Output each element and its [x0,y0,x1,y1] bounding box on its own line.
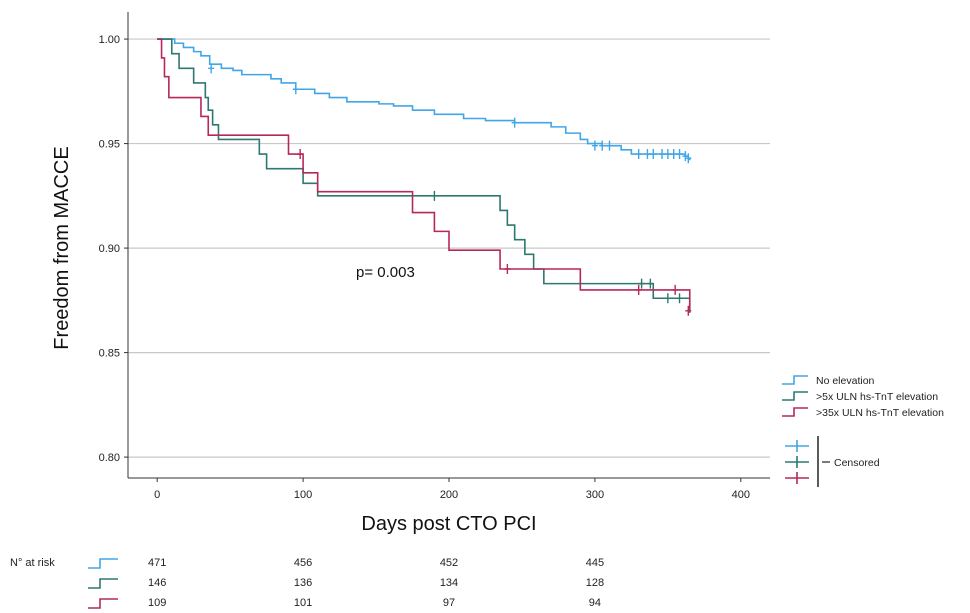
survival-curves [157,38,691,313]
censor-mark [685,153,692,164]
censor-mark [659,149,666,160]
at-risk-count: 146 [148,577,166,589]
censor-mark [647,278,654,289]
censor-mark [664,149,671,160]
y-tick-label: 1.00 [99,34,120,46]
y-tick-label: 0.80 [99,452,120,464]
at-risk-count: 97 [443,597,455,609]
legend-label: >35x ULN hs-TnT elevation [816,407,944,419]
x-tick-label: 0 [154,489,160,501]
censor-mark [650,149,657,160]
y-tick-label: 0.90 [99,243,120,255]
at-risk-swatch [88,558,118,569]
at-risk-count: 136 [294,577,312,589]
at-risk-swatch [88,598,118,609]
curve-series-2 [157,38,691,313]
censor-mark [682,151,689,162]
at-risk-count: 471 [148,557,166,569]
censor-mark [591,140,598,151]
legend-censored-label: Censored [834,457,880,469]
censor-mark [676,149,683,160]
censor-mark [670,149,677,160]
at-risk-count: 134 [440,577,458,589]
censor-mark [676,293,683,304]
censor-mark [672,284,679,295]
legend-label: >5x ULN hs-TnT elevation [816,391,938,403]
at-risk-count: 94 [589,597,601,609]
y-tick-label: 0.95 [99,139,120,151]
at-risk-label: N° at risk [10,557,55,569]
censor-marks [208,63,692,316]
legend-censor-swatch [785,472,809,484]
censor-mark [664,293,671,304]
x-tick-label: 300 [586,489,604,501]
censor-mark [208,63,215,74]
y-tick-labels: 1.00 0.95 0.90 0.85 0.80 [99,34,120,464]
censor-mark [635,149,642,160]
censor-mark [431,190,438,201]
censor-mark [297,149,304,160]
curve-series-3 [157,38,691,311]
x-tick-labels: 0 100 200 300 400 [154,489,750,501]
at-risk-swatch [88,578,118,589]
legend-swatch [782,375,808,385]
axes [124,12,770,482]
censor-mark [685,305,692,316]
x-tick-label: 100 [294,489,312,501]
legend: No elevation >5x ULN hs-TnT elevation >35x… [782,375,944,487]
y-axis-label: Freedom from MACCE [51,146,73,349]
legend-censor-swatch [785,440,809,452]
legend-swatch [782,391,808,401]
x-tick-label: 400 [732,489,750,501]
at-risk-table: N° at risk 471 456 452 445 146 136 134 128 109 10… [10,557,604,609]
legend-censor-swatch [785,456,809,468]
censor-mark [511,117,518,128]
x-tick-label: 200 [440,489,458,501]
censor-mark [635,284,642,295]
censor-mark [504,263,511,274]
p-value-annotation: p= 0.003 [356,264,415,281]
y-tick-label: 0.85 [99,348,120,360]
at-risk-count: 128 [586,577,604,589]
censor-mark [638,278,645,289]
censor-mark [599,140,606,151]
at-risk-count: 101 [294,597,312,609]
at-risk-count: 452 [440,557,458,569]
legend-label: No elevation [816,375,875,387]
censor-mark [606,140,613,151]
legend-swatch [782,407,808,417]
x-axis-label: Days post CTO PCI [361,513,536,535]
at-risk-count: 445 [586,557,604,569]
censor-mark [292,84,299,95]
censor-mark [644,149,651,160]
at-risk-count: 456 [294,557,312,569]
at-risk-count: 109 [148,597,166,609]
